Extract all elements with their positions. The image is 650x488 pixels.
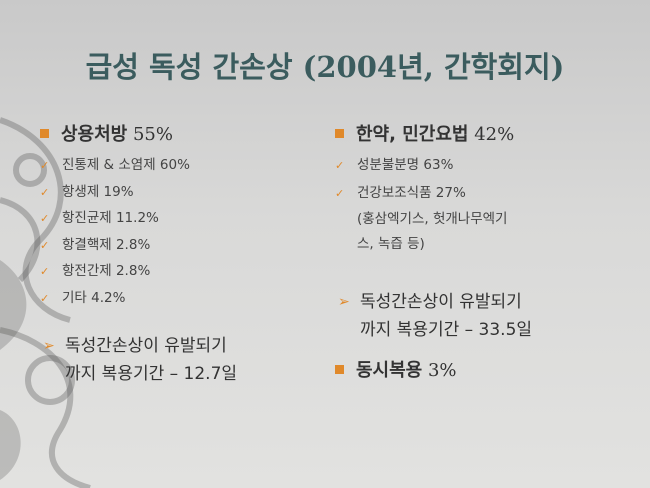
heading-label: 상용처방 xyxy=(61,124,128,145)
item-text: 항전간제 2.8% xyxy=(62,263,151,279)
list-item: ✓ 성분불분명 63% xyxy=(335,153,453,173)
detail-line: (홍삼엑기스, 헛개나무엑기 xyxy=(357,211,508,227)
list-item: ✓ 진통제 & 소염제 60% xyxy=(40,153,190,173)
check-bullet: ✓ xyxy=(40,212,50,225)
right-note: ➢ 독성간손상이 유발되기 까지 복용기간 – 33.5일 xyxy=(338,288,533,344)
check-bullet: ✓ xyxy=(40,238,50,252)
list-item: ✓ 기타 4.2% xyxy=(40,286,125,306)
check-bullet: ✓ xyxy=(40,265,50,278)
item-text: 항결핵제 2.8% xyxy=(62,236,151,253)
check-bullet: ✓ xyxy=(40,291,50,305)
right-detail: (홍삼엑기스, 헛개나무엑기 스, 녹즙 등) xyxy=(357,207,507,257)
heading-label: 한약, 민간요법 xyxy=(356,124,469,145)
item-text: 성분불분명 63% xyxy=(357,157,454,173)
heading-value: 3% xyxy=(427,360,457,381)
detail-line: 스, 녹즙 등) xyxy=(357,236,425,252)
ornament xyxy=(0,117,91,488)
check-bullet: ✓ xyxy=(335,187,345,200)
check-bullet: ✓ xyxy=(40,185,50,199)
bullet xyxy=(335,129,344,138)
left-note: ➢ 독성간손상이 유발되기 까지 복용기간 – 12.7일 xyxy=(43,332,238,388)
check-bullet: ✓ xyxy=(335,159,345,172)
arrow-bullet: ➢ xyxy=(43,338,55,354)
left-heading: 상용처방 55% xyxy=(40,120,173,146)
arrow-bullet: ➢ xyxy=(338,294,350,310)
right-heading: 한약, 민간요법 42% xyxy=(335,120,514,146)
right-heading-2: 동시복용 3% xyxy=(335,356,457,382)
note-line: 독성간손상이 유발되기 xyxy=(65,336,227,356)
note-line: 까지 복용기간 – 12.7일 xyxy=(65,364,238,384)
note-line: 까지 복용기간 – 33.5일 xyxy=(360,320,533,340)
heading-value: 42% xyxy=(474,124,515,145)
bullet xyxy=(40,129,49,138)
item-text: 항진균제 11.2% xyxy=(62,210,159,226)
list-item: ✓ 건강보조식품 27% xyxy=(335,181,466,201)
list-item: ✓ 항진균제 11.2% xyxy=(40,206,159,226)
item-text: 진통제 & 소염제 60% xyxy=(62,157,190,173)
check-bullet: ✓ xyxy=(40,159,50,172)
list-item: ✓ 항결핵제 2.8% xyxy=(40,233,150,253)
item-text: 건강보조식품 27% xyxy=(357,185,466,201)
list-item: ✓ 항전간제 2.8% xyxy=(40,259,150,279)
heading-value: 55% xyxy=(132,124,173,145)
item-text: 기타 4.2% xyxy=(62,289,126,306)
note-line: 독성간손상이 유발되기 xyxy=(360,292,522,312)
item-text: 항생제 19% xyxy=(62,183,134,200)
list-item: ✓ 항생제 19% xyxy=(40,180,134,200)
heading-label: 동시복용 xyxy=(356,360,423,381)
slide-title: 급성 독성 간손상 (2004년, 간학회지) xyxy=(85,50,565,84)
bullet xyxy=(335,365,344,374)
